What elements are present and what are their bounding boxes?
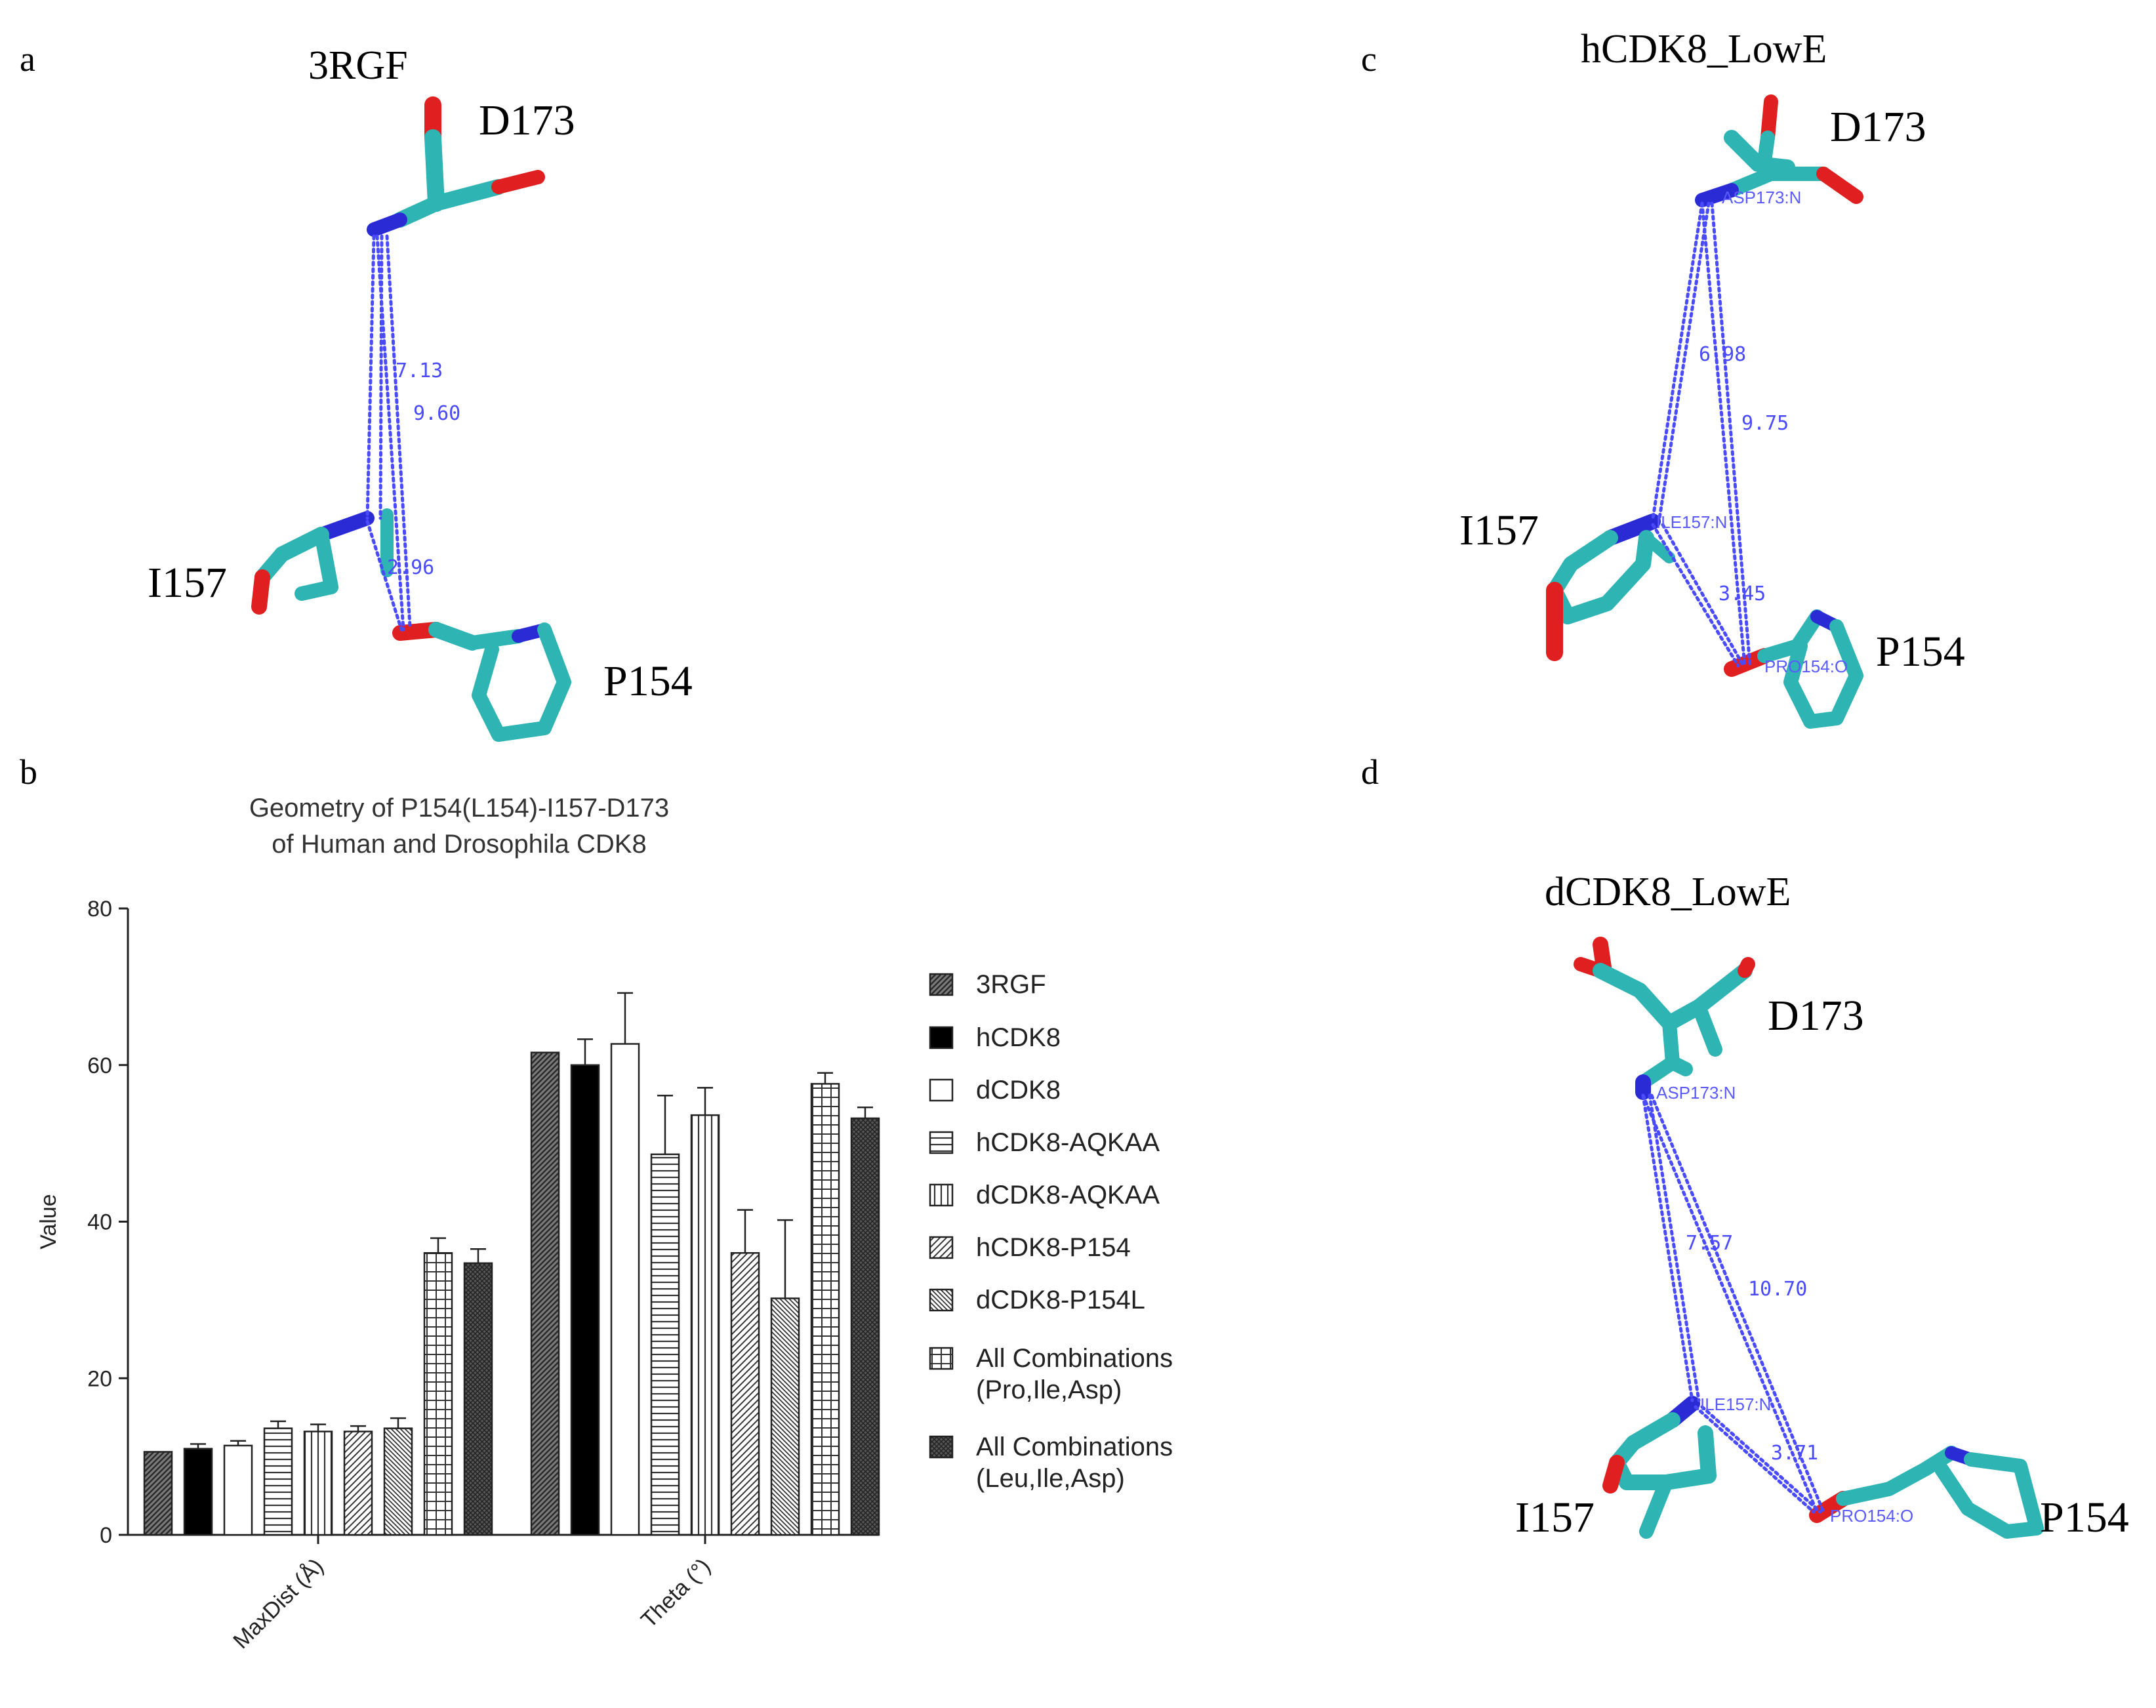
bar bbox=[770, 1297, 800, 1536]
bar bbox=[423, 1252, 453, 1536]
bar bbox=[530, 1051, 560, 1536]
bar bbox=[650, 1153, 680, 1536]
bar bbox=[143, 1451, 173, 1536]
y-tick-label: 0 bbox=[100, 1523, 112, 1548]
bar bbox=[303, 1431, 333, 1536]
bar bbox=[343, 1431, 373, 1536]
panel-d: d dCDK8_LowE bbox=[1361, 752, 2129, 1541]
legend-label: (Leu,Ile,Asp) bbox=[976, 1464, 1125, 1493]
distance-label: 9.75 bbox=[1741, 412, 1789, 435]
legend-swatch bbox=[929, 1288, 954, 1312]
residue-label-d173: D173 bbox=[479, 96, 575, 144]
panel-a-molecule bbox=[251, 96, 571, 742]
legend-swatch bbox=[929, 1078, 954, 1102]
bar bbox=[850, 1117, 880, 1536]
panel-c-molecule bbox=[1546, 94, 1863, 729]
legend-label: dCDK8-P154L bbox=[976, 1286, 1145, 1314]
bar bbox=[810, 1083, 840, 1536]
panel-letter-d: d bbox=[1361, 752, 1379, 792]
legend-label: hCDK8-AQKAA bbox=[976, 1128, 1160, 1157]
y-tick-label: 60 bbox=[87, 1053, 112, 1078]
panel-letter-a: a bbox=[20, 39, 35, 79]
distance-label: 7.13 bbox=[396, 359, 443, 382]
residue-label-d173: D173 bbox=[1830, 103, 1926, 151]
chart-subtitle: of Human and Drosophila CDK8 bbox=[272, 830, 646, 859]
distance-label: 2.96 bbox=[387, 556, 434, 579]
chart-title: Geometry of P154(L154)-I157-D173 bbox=[249, 794, 669, 823]
y-tick-label: 80 bbox=[87, 897, 112, 922]
y-tick-label: 40 bbox=[87, 1210, 112, 1235]
residue-label-i157: I157 bbox=[1515, 1494, 1595, 1541]
residue-label-i157: I157 bbox=[1459, 506, 1539, 554]
bar bbox=[183, 1448, 213, 1536]
legend-label: hCDK8 bbox=[976, 1023, 1061, 1052]
atom-label: ILE157:N bbox=[1656, 512, 1727, 532]
distance-label: 10.70 bbox=[1748, 1278, 1807, 1301]
panel-c-title: hCDK8_LowE bbox=[1581, 27, 1827, 71]
panel-d-title: dCDK8_LowE bbox=[1545, 870, 1791, 914]
atom-label: ILE157:N bbox=[1700, 1394, 1771, 1414]
legend-swatch bbox=[929, 1131, 954, 1154]
legend-swatch bbox=[929, 1236, 954, 1259]
atom-label: ASP173:N bbox=[1722, 188, 1801, 207]
legend-label: dCDK8-AQKAA bbox=[976, 1181, 1160, 1210]
chart-bars bbox=[143, 992, 880, 1536]
atom-label: ASP173:N bbox=[1656, 1083, 1736, 1103]
legend-swatch bbox=[929, 1347, 954, 1370]
legend-label: (Pro,Ile,Asp) bbox=[976, 1375, 1122, 1404]
x-tick-label: MaxDist (Å) bbox=[228, 1554, 328, 1654]
panel-a-title: 3RGF bbox=[308, 43, 408, 88]
residue-label-p154: P154 bbox=[603, 657, 693, 705]
bar bbox=[383, 1427, 413, 1536]
legend-swatch bbox=[929, 1183, 954, 1207]
panel-letter-c: c bbox=[1361, 39, 1377, 79]
panel-d-molecule bbox=[1574, 937, 2044, 1539]
distance-label: 3.45 bbox=[1719, 582, 1766, 605]
legend-swatch bbox=[929, 1435, 954, 1459]
panel-b: b Geometry of P154(L154)-I157-D173 of Hu… bbox=[20, 752, 1173, 1654]
bar bbox=[730, 1252, 760, 1536]
residue-label-p154: P154 bbox=[1876, 628, 1965, 676]
legend-label: dCDK8 bbox=[976, 1076, 1061, 1105]
distance-label: 6.98 bbox=[1699, 343, 1746, 366]
panel-c: c hCDK8_LowE bbox=[1361, 27, 1965, 729]
legend-label: All Combinations bbox=[976, 1433, 1173, 1461]
bar bbox=[463, 1262, 493, 1536]
residue-label-d173: D173 bbox=[1768, 992, 1864, 1040]
x-tick-label: Theta (°) bbox=[636, 1554, 716, 1633]
legend-swatch bbox=[929, 973, 954, 996]
distance-label: 3.71 bbox=[1771, 1442, 1818, 1465]
residue-label-p154: P154 bbox=[2040, 1494, 2129, 1541]
legend-label: 3RGF bbox=[976, 970, 1046, 999]
bar bbox=[610, 1043, 640, 1536]
bar bbox=[570, 1064, 600, 1536]
panel-a: a 3RGF bbox=[20, 39, 693, 742]
legend-swatch bbox=[929, 1026, 954, 1049]
atom-label: PRO154:O bbox=[1764, 657, 1848, 676]
residue-label-i157: I157 bbox=[148, 559, 227, 607]
y-tick-label: 20 bbox=[87, 1366, 112, 1391]
y-axis-label: Value bbox=[36, 1194, 61, 1249]
atom-label: PRO154:O bbox=[1830, 1506, 1913, 1526]
legend-label: All Combinations bbox=[976, 1344, 1173, 1373]
legend-label: hCDK8-P154 bbox=[976, 1233, 1131, 1262]
chart-legend: 3RGF hCDK8 dCDK8 hCDK8-AQKAA dCDK8-AQKAA hCDK… bbox=[929, 970, 1173, 1493]
bar bbox=[690, 1114, 720, 1536]
panel-letter-b: b bbox=[20, 752, 37, 792]
bar bbox=[263, 1427, 293, 1536]
distance-label: 9.60 bbox=[413, 402, 460, 425]
distance-label: 7.57 bbox=[1686, 1232, 1733, 1255]
bar bbox=[223, 1444, 253, 1536]
